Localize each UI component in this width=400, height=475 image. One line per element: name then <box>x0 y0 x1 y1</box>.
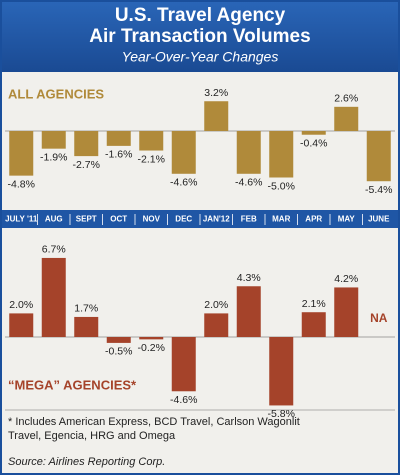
x-tick-label: OCT <box>110 215 127 224</box>
value-label: 4.2% <box>334 273 358 285</box>
bar <box>334 106 359 131</box>
value-label: -0.2% <box>138 342 165 354</box>
bar <box>236 131 261 174</box>
value-label: -2.7% <box>73 159 100 171</box>
bar <box>74 316 99 337</box>
value-label: 6.7% <box>42 244 66 256</box>
bar <box>41 257 66 337</box>
x-tick-label: SEPT <box>76 215 97 224</box>
value-label: 2.0% <box>9 299 33 311</box>
value-label: 2.1% <box>302 298 326 310</box>
value-label: 2.0% <box>204 299 228 311</box>
value-label: 2.6% <box>334 93 358 105</box>
value-label: NA <box>370 311 388 325</box>
header-band <box>0 0 400 72</box>
bar <box>366 131 391 182</box>
title: U.S. Travel Agency <box>115 5 286 26</box>
value-label: 1.7% <box>74 303 98 315</box>
value-label: -4.8% <box>8 178 35 190</box>
chart-title: “MEGA” AGENCIES* <box>8 377 137 392</box>
x-tick-label: JULY '11 <box>5 215 38 224</box>
bar <box>301 312 326 337</box>
bar <box>9 313 34 337</box>
x-tick-label: AUG <box>45 215 63 224</box>
value-label: 3.2% <box>204 87 228 99</box>
value-label: -1.9% <box>40 151 67 163</box>
value-label: -4.6% <box>170 394 197 406</box>
value-label: -0.4% <box>300 138 327 150</box>
bar <box>106 131 131 146</box>
value-label: -2.1% <box>138 153 165 165</box>
value-label: -5.8% <box>268 408 295 420</box>
bar <box>204 313 229 337</box>
value-label: -1.6% <box>105 149 132 161</box>
bar <box>41 131 66 149</box>
title: Air Transaction Volumes <box>89 26 310 47</box>
x-tick-label: MAY <box>338 215 356 224</box>
bar <box>171 337 196 392</box>
bar <box>334 287 359 337</box>
footnote: * Includes American Express, BCD Travel,… <box>8 416 300 442</box>
bar <box>301 131 326 135</box>
x-tick-label: MAR <box>272 215 290 224</box>
x-tick-label: JAN'12 <box>203 215 230 224</box>
x-tick-label: FEB <box>241 215 257 224</box>
bar <box>236 286 261 337</box>
value-label: -0.5% <box>105 346 132 358</box>
bar <box>139 337 164 340</box>
x-tick-label: NOV <box>143 215 161 224</box>
value-label: 4.3% <box>237 272 261 284</box>
bar <box>269 131 294 178</box>
value-label: -5.0% <box>268 180 295 192</box>
bar <box>269 337 294 406</box>
bar <box>139 131 164 151</box>
source: Source: Airlines Reporting Corp. <box>8 456 166 468</box>
x-tick-label: APR <box>305 215 322 224</box>
value-label: -5.4% <box>365 184 392 196</box>
value-label: -4.6% <box>235 177 262 189</box>
chart-title: ALL AGENCIES <box>8 86 104 101</box>
subtitle: Year-Over-Year Changes <box>122 49 279 65</box>
bar <box>204 101 229 131</box>
value-label: -4.6% <box>170 177 197 189</box>
bar <box>171 131 196 174</box>
x-tick-label: DEC <box>175 215 192 224</box>
x-tick-label: JUNE <box>368 215 390 224</box>
bar <box>9 131 34 176</box>
bar <box>106 337 131 343</box>
bar <box>74 131 99 157</box>
